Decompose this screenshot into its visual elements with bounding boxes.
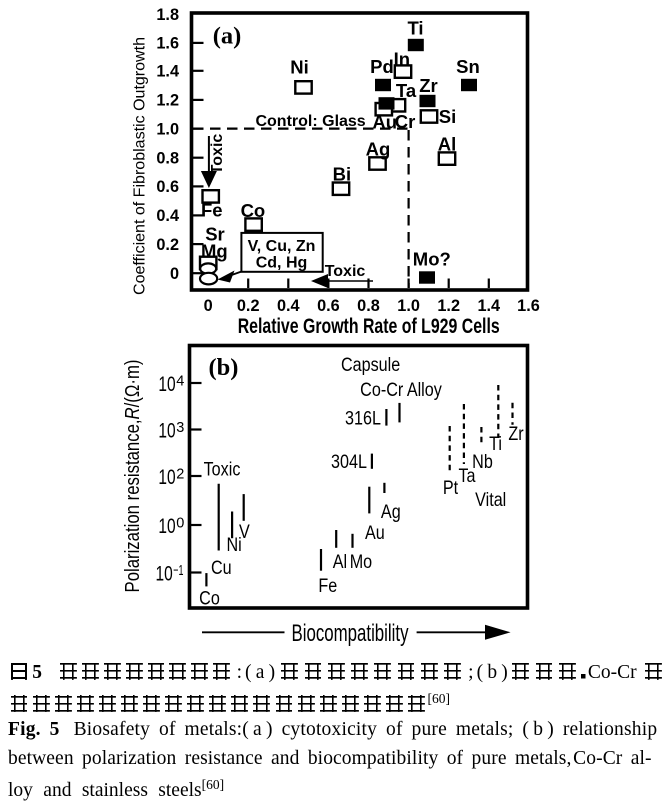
svg-text:Ti: Ti (489, 433, 502, 455)
svg-text:Cr: Cr (395, 111, 416, 132)
svg-text:316L: 316L (345, 407, 381, 429)
svg-text:10: 10 (158, 373, 175, 396)
svg-text:1.0: 1.0 (156, 120, 179, 138)
svg-text:1.2: 1.2 (437, 297, 460, 315)
svg-text:Zr: Zr (419, 75, 438, 96)
svg-text:3: 3 (176, 420, 184, 436)
svg-text:0.2: 0.2 (156, 236, 179, 254)
svg-text:Mg: Mg (201, 241, 228, 262)
svg-text:10: 10 (158, 466, 175, 489)
svg-text:0: 0 (204, 297, 213, 315)
svg-text:1.4: 1.4 (477, 297, 500, 315)
svg-text:Fe: Fe (201, 200, 223, 221)
svg-text:10: 10 (158, 515, 175, 538)
svg-text:Co-Cr Alloy: Co-Cr Alloy (360, 379, 442, 401)
svg-text:0.2: 0.2 (237, 297, 260, 315)
svg-text:Vital: Vital (475, 489, 506, 511)
svg-text:0: 0 (170, 265, 179, 283)
svg-text:0.4: 0.4 (277, 297, 300, 315)
svg-text:Co: Co (241, 200, 266, 221)
svg-text:(b): (b) (209, 354, 239, 381)
svg-text:Sn: Sn (456, 56, 480, 77)
svg-text:10: 10 (156, 562, 173, 585)
svg-text:Ta: Ta (458, 465, 475, 487)
svg-text:Ta: Ta (396, 80, 417, 101)
svg-text:−1: −1 (173, 563, 183, 579)
svg-text:Sr: Sr (205, 224, 225, 245)
svg-text:Co: Co (199, 587, 220, 609)
svg-text:Coefficient of Fibroblastic Ou: Coefficient of Fibroblastic Outgrowth (132, 37, 149, 295)
svg-text:Au: Au (365, 522, 385, 544)
svg-text:V: V (239, 521, 250, 543)
svg-text:1.6: 1.6 (156, 35, 179, 53)
svg-text:10: 10 (158, 419, 175, 442)
svg-text:Mo?: Mo? (413, 249, 451, 270)
svg-text:Bi: Bi (333, 164, 352, 185)
svg-text:0.8: 0.8 (357, 297, 380, 315)
svg-text:Zr: Zr (508, 423, 523, 445)
svg-text:V, Cu, Zn: V, Cu, Zn (248, 238, 316, 255)
svg-text:Fe: Fe (318, 575, 337, 597)
svg-text:0.8: 0.8 (156, 150, 179, 168)
svg-text:2: 2 (176, 467, 184, 483)
svg-text:1.0: 1.0 (397, 297, 420, 315)
svg-text:Control: Glass: Control: Glass (255, 113, 365, 130)
svg-text:Toxic: Toxic (325, 263, 366, 280)
svg-text:Polarization resistance,R/(Ω·m: Polarization resistance,R/(Ω·m) (120, 360, 143, 593)
svg-text:304L: 304L (331, 451, 367, 473)
svg-text:0.6: 0.6 (156, 178, 179, 196)
svg-text:Pt: Pt (443, 477, 458, 499)
svg-text:Al: Al (333, 551, 347, 573)
svg-text:Cd, Hg: Cd, Hg (256, 255, 308, 272)
svg-text:Ni: Ni (290, 57, 309, 78)
svg-text:1.2: 1.2 (156, 92, 179, 110)
svg-text:Au: Au (372, 112, 397, 133)
svg-text:Biocompatibility: Biocompatibility (292, 620, 410, 647)
svg-text:Toxic: Toxic (204, 458, 241, 480)
svg-text:1.6: 1.6 (517, 297, 540, 315)
svg-text:Capsule: Capsule (341, 354, 400, 376)
svg-text:Cu: Cu (211, 557, 232, 579)
svg-text:Ag: Ag (381, 501, 401, 523)
svg-text:In: In (394, 49, 410, 70)
svg-text:Si: Si (439, 106, 456, 127)
svg-text:Relative Growth Rate of L929 C: Relative Growth Rate of L929 Cells (238, 315, 500, 338)
svg-text:0: 0 (176, 516, 184, 532)
svg-text:1.8: 1.8 (156, 6, 179, 24)
svg-text:0.4: 0.4 (156, 207, 179, 225)
svg-text:Al: Al (438, 134, 457, 155)
svg-text:Pd: Pd (370, 56, 394, 77)
svg-text:0.6: 0.6 (317, 297, 340, 315)
svg-text:Ag: Ag (366, 139, 391, 160)
svg-text:1.4: 1.4 (156, 63, 179, 81)
svg-text:Toxic: Toxic (209, 134, 226, 175)
svg-text:Ni: Ni (226, 534, 241, 556)
svg-text:4: 4 (176, 374, 184, 390)
svg-text:Nb: Nb (472, 451, 493, 473)
svg-text:Mo: Mo (350, 551, 373, 573)
svg-text:(a): (a) (213, 23, 242, 50)
svg-text:Ti: Ti (407, 18, 423, 39)
